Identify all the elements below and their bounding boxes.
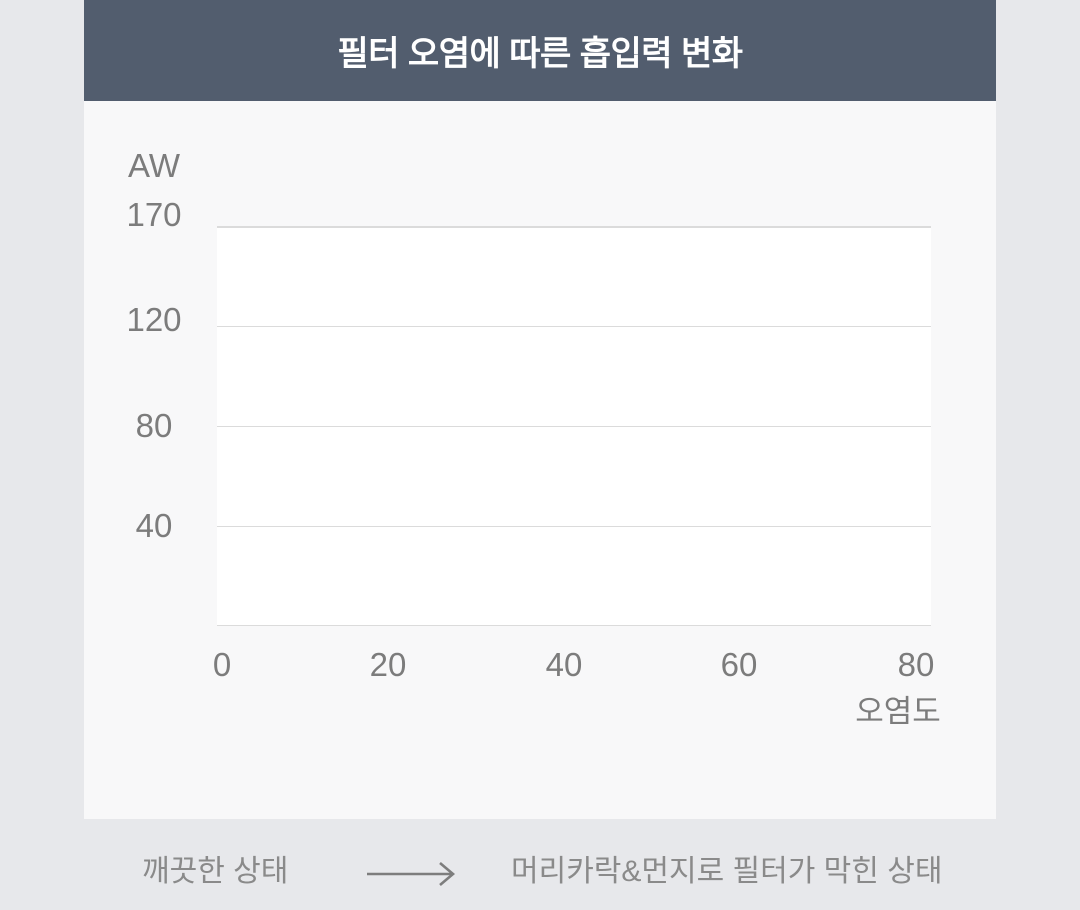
chart-card: 필터 오염에 따른 흡입력 변화 AW 170 120 80 40 0 20 4… bbox=[84, 0, 996, 819]
y-tick-label: 120 bbox=[126, 301, 182, 338]
gridline bbox=[217, 624, 931, 626]
x-tick-label: 40 bbox=[545, 646, 583, 683]
chart-title-bar: 필터 오염에 따른 흡입력 변화 bbox=[84, 0, 996, 101]
x-tick-label: 80 bbox=[897, 646, 935, 683]
y-tick-label: 80 bbox=[135, 407, 173, 444]
x-tick-label: 0 bbox=[212, 646, 232, 683]
gridline bbox=[217, 325, 931, 327]
plot-area bbox=[217, 226, 931, 626]
long-right-arrow-icon bbox=[367, 862, 456, 886]
gridline bbox=[217, 226, 931, 228]
gridline bbox=[217, 525, 931, 527]
chart-title: 필터 오염에 따른 흡입력 변화 bbox=[337, 35, 743, 73]
y-axis-unit-label: AW bbox=[128, 147, 180, 184]
y-tick-label: 170 bbox=[126, 196, 182, 233]
x-tick-label: 60 bbox=[720, 646, 758, 683]
legend-end-label: 머리카락&먼지로 필터가 막힌 상태 bbox=[511, 855, 943, 888]
x-axis-title: 오염도 bbox=[855, 694, 941, 729]
gridline bbox=[217, 425, 931, 427]
legend-start-label: 깨끗한 상태 bbox=[142, 855, 289, 888]
y-tick-label: 40 bbox=[135, 507, 173, 544]
x-tick-label: 20 bbox=[369, 646, 407, 683]
